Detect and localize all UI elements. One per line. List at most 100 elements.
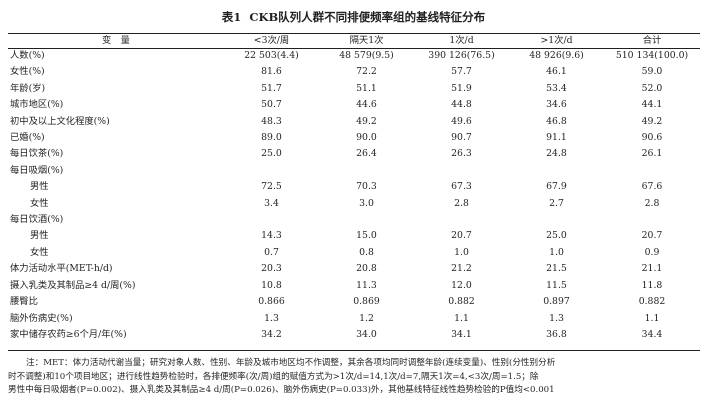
header-row: 变 量 <3次/周 隔天1次 1次/d >1次/d 合计 — [8, 33, 700, 48]
table-row: 初中及以上文化程度(%) 48.3 49.2 49.6 46.8 49.2 — [8, 114, 700, 130]
table-cell: 20.3 — [261, 263, 282, 275]
table-cell: 50.7 — [261, 99, 282, 111]
table-cell: 51.1 — [356, 82, 377, 94]
table-cell: 49.6 — [451, 115, 472, 127]
table-cell: 390 126(76.5) — [428, 50, 495, 61]
table-row: 城市地区(%) 50.7 44.6 44.8 34.6 44.1 — [8, 97, 700, 113]
table-cell — [414, 163, 509, 179]
table-cell: 72.2 — [356, 66, 377, 78]
table-cell — [604, 163, 700, 179]
row-label: 男性 — [30, 230, 49, 242]
table-row: 女性(%) 81.6 72.2 57.7 46.1 59.0 — [8, 64, 700, 80]
table-cell — [319, 212, 414, 228]
table-cell: 90.6 — [641, 132, 663, 144]
table-row: 脑外伤病史(%) 1.3 1.2 1.1 1.3 1.1 — [8, 311, 700, 327]
table-row: 年龄(岁) 51.7 51.1 51.9 53.4 52.0 — [8, 81, 700, 97]
table-cell: 89.0 — [261, 132, 282, 144]
column-header: 合计 — [642, 35, 662, 46]
table-caption: 表1 CKB队列人群不同排便频率组的基线特征分布 — [0, 9, 707, 25]
table-cell: 0.869 — [353, 296, 380, 308]
table-cell: 20.7 — [641, 230, 663, 242]
row-label: 人数(%) — [10, 50, 45, 61]
table-row: 已婚(%) 89.0 90.0 90.7 91.1 90.6 — [8, 130, 700, 146]
table-cell: 0.882 — [448, 296, 475, 308]
table-cell: 10.8 — [261, 279, 282, 291]
table-cell: 46.1 — [546, 66, 567, 78]
table-row: 体力活动水平(MET-h/d) 20.3 20.8 21.2 21.5 21.1 — [8, 261, 700, 277]
table-cell: 51.7 — [261, 82, 282, 94]
table-cell: 48.3 — [261, 115, 282, 127]
table-cell: 1.2 — [359, 312, 374, 324]
table-cell: 21.5 — [546, 263, 567, 275]
table-cell: 20.7 — [451, 230, 472, 242]
table-row: 男性 72.5 70.3 67.3 67.9 67.6 — [8, 179, 700, 195]
table-cell — [414, 212, 509, 228]
row-label: 每日吸烟(%) — [10, 164, 64, 176]
footnote-line: 男性中每日吸烟者(P=0.002)、摄入乳类及其制品≥4 d/周(P=0.026… — [8, 385, 555, 395]
table-cell: 1.1 — [644, 312, 660, 324]
table-cell: 34.1 — [451, 328, 472, 340]
row-label: 初中及以上文化程度(%) — [10, 115, 110, 127]
table-cell: 44.6 — [356, 99, 377, 111]
table-row: 女性 0.7 0.8 1.0 1.0 0.9 — [8, 245, 700, 261]
table-cell: 21.2 — [451, 263, 472, 275]
table-cell: 3.0 — [359, 197, 374, 209]
table-cell: 1.3 — [549, 312, 564, 324]
table-cell: 20.8 — [356, 263, 377, 275]
table-cell: 0.897 — [543, 296, 570, 308]
row-label: 腰臀比 — [10, 296, 38, 308]
table-cell: 57.7 — [451, 66, 472, 78]
table-cell: 91.1 — [546, 132, 567, 144]
table-cell: 15.0 — [356, 230, 377, 242]
table-cell: 1.0 — [549, 246, 564, 258]
column-header: 1次/d — [449, 35, 474, 46]
table-cell: 70.3 — [356, 181, 377, 193]
table-cell: 1.3 — [264, 312, 279, 324]
table-cell: 11.5 — [546, 279, 567, 291]
table-cell — [319, 163, 414, 179]
table-cell: 3.4 — [264, 197, 279, 209]
table-cell: 67.6 — [641, 181, 663, 193]
table-row: 男性 14.3 15.0 20.7 25.0 20.7 — [8, 228, 700, 244]
row-label: 家中储存农药≥6个月/年(%) — [10, 328, 127, 340]
table-cell: 67.3 — [451, 181, 472, 193]
row-label: 每日饮酒(%) — [10, 214, 64, 226]
table-cell: 90.0 — [356, 132, 377, 144]
table-cell: 67.9 — [546, 181, 567, 193]
column-header: 变 量 — [102, 35, 130, 46]
row-label: 已婚(%) — [10, 132, 45, 144]
table-cell: 44.1 — [641, 99, 663, 111]
table-body: 人数(%) 22 503(4.4) 48 579(9.5) 390 126(76.5)… — [8, 48, 700, 343]
table-cell: 49.2 — [641, 115, 663, 127]
table-cell: 72.5 — [261, 181, 282, 193]
table-cell — [224, 163, 319, 179]
table-row: 女性 3.4 3.0 2.8 2.7 2.8 — [8, 196, 700, 212]
table-cell — [224, 212, 319, 228]
table-cell: 0.882 — [638, 296, 666, 308]
table-cell: 510 134(100.0) — [615, 50, 689, 61]
table-cell: 26.3 — [451, 148, 472, 160]
table-row: 每日饮酒(%) — [8, 212, 700, 228]
column-header: <3次/周 — [253, 35, 290, 46]
footnote-line: 时不调整)和10个项目地区；进行线性趋势检验时，各排便频率(次/周)组的赋值方式… — [8, 371, 539, 382]
bottom-rule — [8, 350, 700, 351]
footnote-line: 注：MET：体力活动代谢当量；研究对象人数、性别、年龄及城市地区均不作调整，其余… — [26, 358, 556, 368]
table-cell: 59.0 — [641, 66, 663, 78]
table-row: 每日饮茶(%) 25.0 26.4 26.3 24.8 26.1 — [8, 146, 700, 162]
table-cell: 36.8 — [546, 328, 567, 340]
table-footnote: 注：MET：体力活动代谢当量；研究对象人数、性别、年龄及城市地区均不作调整，其余… — [8, 357, 700, 398]
header-rule — [8, 48, 700, 49]
table-cell: 51.9 — [451, 82, 472, 94]
table-cell: 11.3 — [356, 279, 377, 291]
table-cell: 52.0 — [641, 82, 663, 94]
row-label: 年龄(岁) — [10, 82, 46, 94]
row-label: 女性 — [30, 197, 49, 209]
table-cell: 34.2 — [261, 328, 282, 340]
table-cell: 90.7 — [451, 132, 472, 144]
table-cell: 44.8 — [451, 99, 472, 111]
table-cell: 11.8 — [641, 279, 663, 291]
table-cell: 22 503(4.4) — [244, 50, 299, 61]
row-label: 女性 — [30, 246, 49, 258]
row-label: 摄入乳类及其制品≥4 d/周(%) — [10, 279, 136, 291]
